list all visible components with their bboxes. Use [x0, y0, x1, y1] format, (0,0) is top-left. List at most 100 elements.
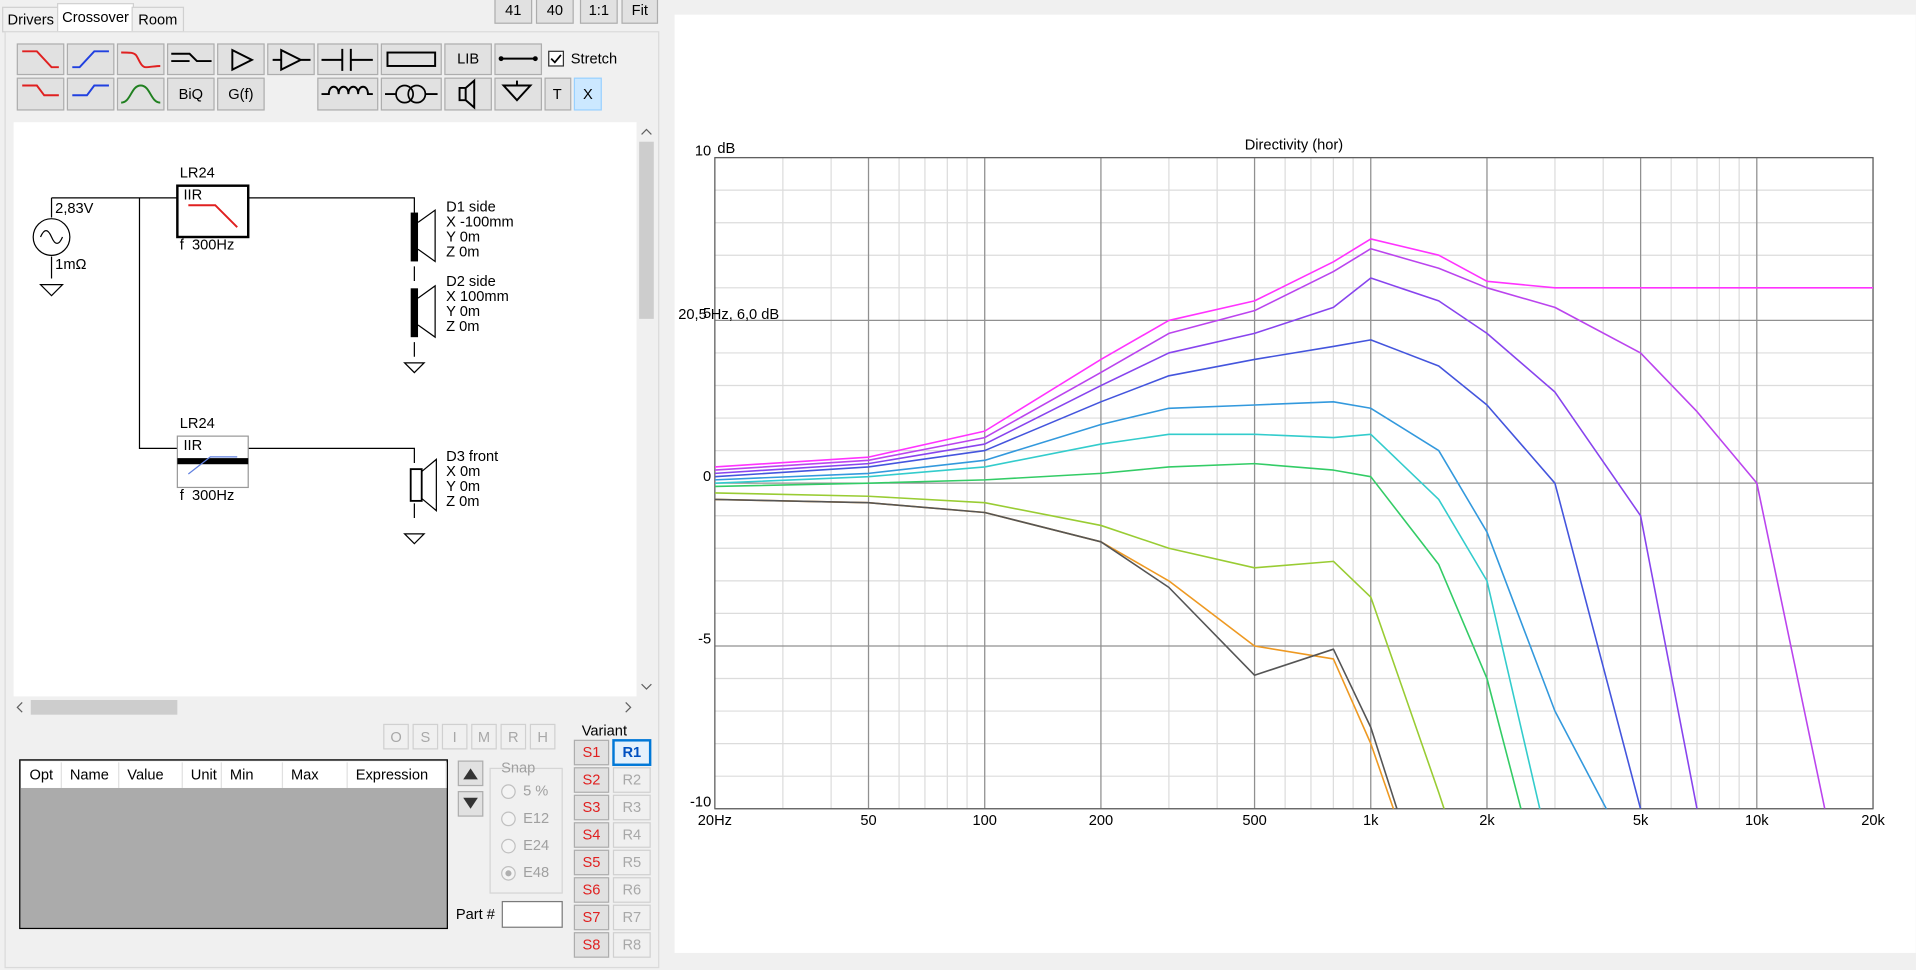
- tab-drivers[interactable]: [2, 6, 60, 33]
- button-label[interactable]: M: [478, 730, 490, 746]
- column-header[interactable]: Opt: [30, 768, 54, 784]
- part-input[interactable]: [501, 900, 563, 928]
- snap-option[interactable]: E12: [523, 811, 549, 827]
- tool-bandpass[interactable]: [116, 77, 165, 111]
- button-label[interactable]: X: [583, 87, 593, 103]
- variant-s-label[interactable]: S1: [583, 745, 601, 761]
- variant-s-button[interactable]: [573, 739, 610, 766]
- variant-r-button[interactable]: [612, 822, 651, 848]
- tool-highpass-b[interactable]: [66, 77, 115, 111]
- tool-text[interactable]: [544, 77, 572, 111]
- tool-amp[interactable]: [217, 43, 265, 76]
- driver[interactable]: [410, 212, 419, 262]
- driver[interactable]: [410, 288, 419, 338]
- variant-r-label[interactable]: R1: [622, 745, 641, 761]
- snap-option[interactable]: E48: [523, 865, 549, 881]
- button-label[interactable]: BiQ: [179, 87, 203, 103]
- variant-s-button[interactable]: [573, 932, 610, 958]
- variant-r-label[interactable]: R5: [622, 855, 641, 871]
- button-label[interactable]: H: [537, 730, 548, 746]
- driver[interactable]: [409, 468, 423, 502]
- tool-biquad[interactable]: [166, 77, 215, 111]
- tool-gf[interactable]: [217, 77, 265, 111]
- tab-label[interactable]: Crossover: [62, 10, 129, 26]
- snap-option[interactable]: E24: [523, 838, 549, 854]
- view-button[interactable]: [579, 0, 618, 24]
- button-label[interactable]: O: [390, 730, 401, 746]
- variant-s-button[interactable]: [573, 794, 610, 821]
- variant-s-button[interactable]: [573, 767, 610, 793]
- snap-radio[interactable]: [501, 784, 516, 799]
- tab-label[interactable]: Drivers: [8, 13, 54, 29]
- button-label[interactable]: R: [508, 730, 519, 746]
- view-button[interactable]: [621, 0, 659, 24]
- tool-lib[interactable]: [444, 43, 492, 76]
- tool-resistor[interactable]: [380, 43, 442, 76]
- view-button[interactable]: [494, 0, 533, 24]
- part-button[interactable]: [441, 723, 468, 750]
- variant-r-button[interactable]: [612, 932, 651, 958]
- tool-shelf[interactable]: [166, 43, 215, 76]
- view-button[interactable]: [535, 0, 574, 24]
- variant-s-label[interactable]: S3: [583, 800, 601, 816]
- v-scroll-thumb[interactable]: [639, 141, 654, 319]
- snap-radio[interactable]: [501, 838, 516, 854]
- part-button[interactable]: [529, 723, 556, 750]
- variant-r-button[interactable]: [612, 877, 651, 903]
- variant-r-label[interactable]: R3: [622, 800, 641, 816]
- variant-r-button[interactable]: [612, 767, 651, 793]
- tool-highpass[interactable]: [66, 43, 115, 76]
- button-label[interactable]: S: [420, 730, 430, 746]
- button-label[interactable]: T: [553, 87, 562, 103]
- variant-r-button[interactable]: [612, 904, 651, 931]
- button-label[interactable]: 41: [505, 3, 521, 19]
- column-header[interactable]: Name: [70, 768, 109, 784]
- button-label[interactable]: Fit: [632, 3, 648, 19]
- snap-option[interactable]: 5 %: [523, 784, 548, 800]
- variant-r-label[interactable]: R8: [622, 937, 641, 953]
- variant-r-label[interactable]: R4: [622, 827, 641, 843]
- variant-r-button[interactable]: [612, 794, 651, 821]
- variant-r-label[interactable]: R7: [622, 910, 641, 926]
- tool-x[interactable]: [573, 77, 602, 111]
- stretch-checkbox[interactable]: [548, 50, 565, 67]
- tool-lowpass-b[interactable]: [16, 77, 65, 111]
- variant-s-label[interactable]: S8: [583, 937, 601, 953]
- column-header[interactable]: Min: [230, 768, 254, 784]
- variant-s-label[interactable]: S6: [583, 882, 601, 898]
- button-label[interactable]: 1:1: [589, 3, 609, 19]
- part-button[interactable]: [412, 723, 439, 750]
- checkbox-label[interactable]: Stretch: [571, 52, 617, 68]
- part-button[interactable]: [500, 723, 527, 750]
- variant-s-button[interactable]: [573, 849, 610, 876]
- variant-s-label[interactable]: S7: [583, 910, 601, 926]
- variant-s-button[interactable]: [573, 877, 610, 903]
- variant-s-label[interactable]: S4: [583, 827, 601, 843]
- column-header[interactable]: Value: [127, 768, 163, 784]
- button-label[interactable]: I: [453, 730, 457, 746]
- tab-room[interactable]: [131, 6, 185, 33]
- variant-r-button[interactable]: [612, 849, 651, 876]
- variant-s-label[interactable]: S5: [583, 855, 601, 871]
- part-button[interactable]: [383, 723, 409, 750]
- variant-r-label[interactable]: R6: [622, 882, 641, 898]
- tool-ground[interactable]: [494, 77, 543, 111]
- button-label[interactable]: LIB: [457, 52, 479, 68]
- column-header[interactable]: Expression: [356, 768, 428, 784]
- column-header[interactable]: Max: [291, 768, 319, 784]
- tab-label[interactable]: Room: [138, 13, 177, 29]
- variant-s-button[interactable]: [573, 904, 610, 931]
- column-header[interactable]: Unit: [191, 768, 217, 784]
- variant-r-label[interactable]: R2: [622, 773, 641, 789]
- variant-s-label[interactable]: S2: [583, 773, 601, 789]
- part-button[interactable]: [471, 723, 497, 750]
- tab-crossover[interactable]: [57, 3, 134, 33]
- tool-lowpass[interactable]: [16, 43, 65, 76]
- button-label[interactable]: G(f): [228, 87, 253, 103]
- tool-lowpass2[interactable]: [116, 43, 165, 76]
- tool-speaker[interactable]: [444, 77, 492, 111]
- button-label[interactable]: 40: [547, 3, 563, 19]
- h-scroll-thumb[interactable]: [30, 700, 178, 715]
- filter-block[interactable]: [176, 184, 250, 239]
- variant-r-button[interactable]: [612, 739, 652, 766]
